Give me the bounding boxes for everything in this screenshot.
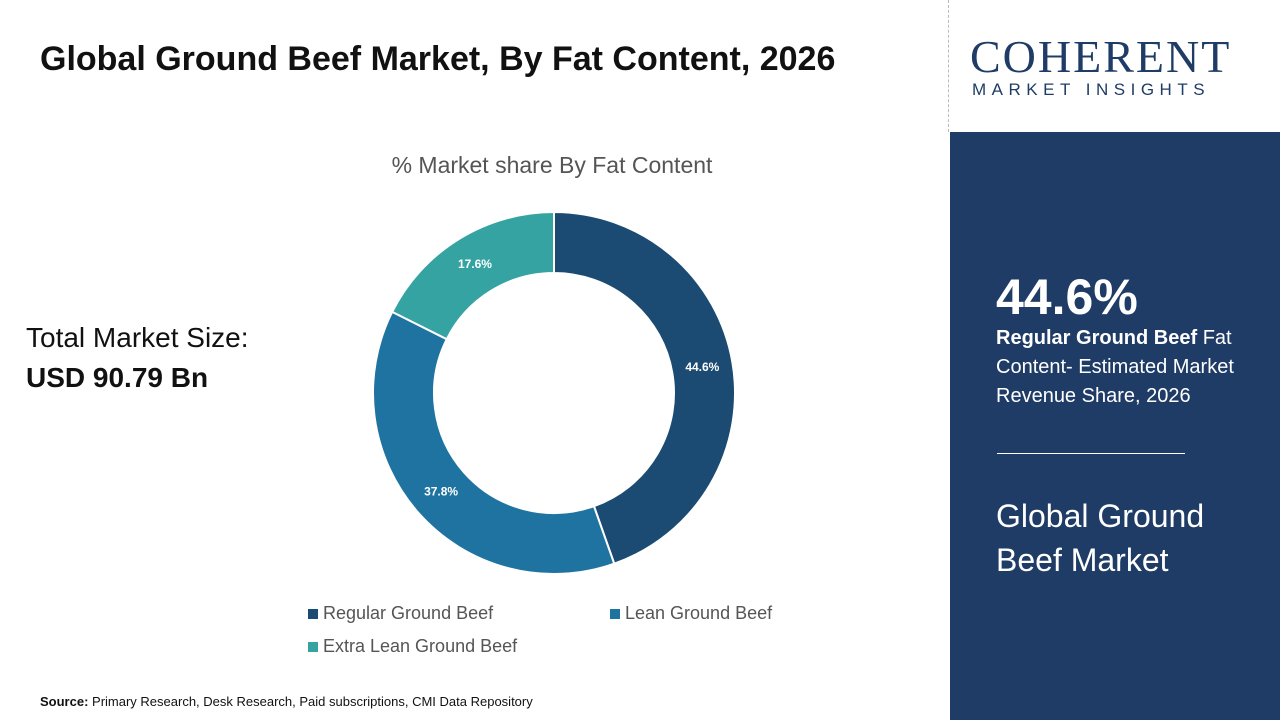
legend-swatch xyxy=(610,609,620,619)
data-label: 44.6% xyxy=(685,360,719,374)
market-size-label: Total Market Size: xyxy=(26,322,249,353)
separator xyxy=(997,453,1185,454)
legend-label: Regular Ground Beef xyxy=(323,603,494,623)
highlight-text: Fat Content- Estimated Market Revenue Sh… xyxy=(996,327,1234,407)
data-label: 17.6% xyxy=(458,257,492,271)
chart-title: % Market share By Fat Content xyxy=(392,152,713,178)
legend-swatch xyxy=(308,609,318,619)
market-size-value: USD 90.79 Bn xyxy=(26,362,209,393)
legend-swatch xyxy=(308,642,318,652)
highlight-value: 44.6% xyxy=(996,269,1138,325)
chart: % Market share By Fat Content 44.6% 37.8%… xyxy=(308,152,773,656)
source-text: Primary Research, Desk Research, Paid su… xyxy=(92,694,533,709)
legend-label: Lean Ground Beef xyxy=(625,603,773,623)
highlight-market: Global Ground Beef Market xyxy=(996,498,1205,578)
data-label: 37.8% xyxy=(424,485,458,499)
highlight-segment: Regular Ground Beef xyxy=(996,327,1198,349)
legend-label: Extra Lean Ground Beef xyxy=(323,636,518,656)
logo-tagline: MARKET INSIGHTS xyxy=(972,80,1211,99)
divider xyxy=(948,0,950,132)
donut-segment xyxy=(390,210,555,341)
source: Source: Primary Research, Desk Research,… xyxy=(40,694,533,709)
source-label: Source: xyxy=(40,694,89,709)
logo-name: COHERENT xyxy=(970,31,1232,82)
donut-segment xyxy=(372,310,616,575)
side-panel xyxy=(950,132,1280,720)
page-title: Global Ground Beef Market, By Fat Conten… xyxy=(40,40,836,78)
donut-segment xyxy=(553,210,736,565)
highlight-description: Regular Ground Beef Fat Content- Estimat… xyxy=(996,324,1252,411)
